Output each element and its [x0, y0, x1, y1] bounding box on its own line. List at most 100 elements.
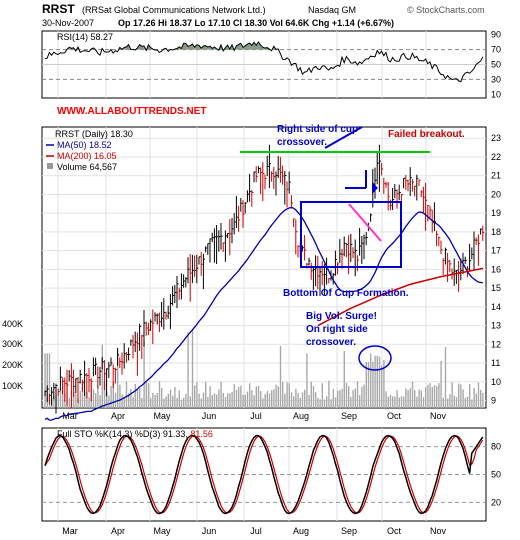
volume-bar: [279, 345, 282, 408]
volume-bar: [414, 390, 416, 408]
volume-bar: [385, 391, 387, 408]
volume-bar: [310, 381, 312, 408]
volume-bar: [372, 361, 374, 408]
volume-bar: [183, 397, 185, 408]
ann-vol-surge-3: crossover.: [306, 337, 356, 348]
cup-pointer-arrow: [324, 126, 363, 149]
volume-bar: [275, 384, 277, 408]
volume-bar: [477, 382, 480, 408]
volume-bar: [396, 390, 398, 408]
volume-bar: [317, 397, 319, 408]
volume-bar: [209, 386, 211, 408]
volume-bar: [255, 386, 257, 408]
price-tick-label: 10: [491, 377, 501, 387]
volume-bar: [290, 392, 293, 408]
volume-bar: [363, 384, 365, 408]
volume-bar: [229, 393, 231, 408]
month-tick-label-bottom: Mar: [62, 526, 78, 536]
volume-bar: [231, 391, 233, 408]
volume-bar: [304, 389, 306, 408]
vol-tick-100k: 100K: [2, 381, 23, 391]
sto-tick-label: 80: [491, 442, 501, 452]
price-tick-label: 18: [491, 227, 501, 237]
price-tick-label: 11: [491, 358, 500, 368]
volume-bar: [337, 390, 339, 408]
volume-bar: [341, 388, 343, 408]
volume-bar: [286, 382, 288, 408]
month-tick-label: Oct: [387, 411, 402, 421]
volume-bar: [218, 389, 220, 408]
exchange-label: Nasdaq GM: [308, 5, 356, 15]
volume-bar: [200, 398, 202, 408]
price-tick-label: 23: [491, 133, 501, 143]
volume-bar: [469, 384, 471, 408]
rsi-label: RSI(14) 58.27: [57, 32, 113, 42]
volume-bar: [422, 397, 425, 408]
price-tick-label: 12: [491, 339, 501, 349]
volume-bar: [117, 350, 119, 408]
volume-bar: [400, 396, 403, 408]
volume-bar: [46, 353, 48, 408]
month-tick-label: Jun: [202, 411, 217, 421]
volume-bar: [301, 392, 304, 408]
volume-bar: [328, 380, 330, 408]
volume-bar: [191, 329, 194, 408]
volume-bar: [222, 392, 224, 408]
volume-bar: [306, 353, 308, 408]
volume-bar: [455, 397, 458, 408]
month-tick-label-bottom: Jun: [202, 526, 217, 536]
volume-bar: [163, 398, 165, 408]
volume-bar: [427, 384, 429, 408]
volume-bar: [260, 391, 262, 408]
volume-bar: [271, 390, 273, 408]
volume-bar: [73, 392, 75, 408]
volume-bar: [442, 397, 444, 408]
volume-bar: [213, 393, 216, 408]
volume-bar: [238, 386, 240, 408]
site-watermark: WWW.ALLABOUTTRENDS.NET: [57, 106, 206, 117]
rsi-tick-label: 10: [491, 89, 501, 99]
volume-bar: [354, 388, 356, 408]
month-tick-label: Aug: [293, 411, 309, 421]
volume-bar: [284, 393, 286, 408]
volume-bar: [103, 381, 106, 408]
volume-bar: [156, 392, 158, 408]
crossover-arrowhead: [372, 182, 378, 194]
ann-cup-bottom: Bottom Of Cup Formation.: [283, 288, 409, 299]
volume-bar: [224, 396, 227, 408]
volume-bar: [112, 381, 114, 408]
volume-bar: [282, 382, 284, 408]
volume-bar: [136, 389, 139, 408]
volume-bar: [332, 388, 334, 408]
volume-bar: [185, 393, 187, 408]
volume-bar: [165, 396, 167, 408]
volume-bar: [473, 387, 475, 408]
volume-bar: [370, 353, 372, 408]
volume-bar: [433, 385, 436, 408]
volume-bar: [376, 355, 378, 408]
volume-bar: [277, 386, 279, 408]
volume-bar: [299, 397, 301, 408]
vol-tick-400k: 400K: [2, 319, 23, 329]
volume-bar: [464, 397, 466, 408]
volume-bar: [97, 385, 99, 408]
volume-bar: [273, 389, 275, 408]
volume-bar: [447, 398, 449, 408]
sto-label-d: 81.56: [188, 429, 213, 439]
volume-bar: [216, 394, 218, 408]
volume-bar: [326, 396, 328, 408]
volume-bar: [75, 393, 77, 408]
ma50-line: [44, 206, 483, 421]
volume-bar: [169, 389, 172, 408]
volume-bar: [92, 389, 95, 408]
volume-bar: [405, 388, 407, 408]
volume-bar: [321, 383, 323, 408]
volume-bar: [295, 388, 297, 408]
volume-bar: [152, 393, 154, 408]
volume-bar: [451, 382, 453, 408]
volume-bar: [268, 393, 271, 408]
volume-bar: [110, 385, 112, 408]
volume-bar: [161, 387, 163, 408]
volume-bar: [350, 397, 352, 408]
